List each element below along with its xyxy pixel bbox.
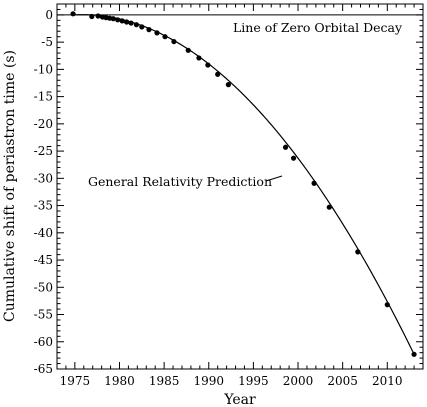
x-tick-label: 1985 [149, 374, 180, 388]
data-point [128, 20, 134, 26]
data-point [154, 30, 160, 36]
y-tick-label: -20 [34, 117, 53, 131]
data-point [205, 62, 211, 68]
data-point [133, 22, 140, 28]
y-tick-label: -65 [34, 362, 53, 376]
y-tick-label: -50 [34, 280, 53, 294]
y-tick-label: -30 [34, 171, 53, 185]
x-tick-label: 1995 [238, 374, 269, 388]
data-point [162, 34, 168, 40]
data-point [326, 204, 332, 210]
x-tick-label: 1990 [193, 374, 224, 388]
data-point [282, 144, 289, 150]
data-point [115, 17, 121, 23]
data-point [70, 11, 76, 17]
data-point [89, 13, 95, 20]
x-axis-title: Year [223, 392, 256, 407]
data-point [411, 351, 417, 357]
data-point [196, 55, 202, 61]
gr-prediction-label: General Relativity Prediction [88, 174, 272, 189]
data-point [311, 180, 317, 186]
data-points [70, 11, 417, 357]
data-point [124, 19, 130, 25]
data-point [290, 155, 297, 161]
y-tick-label: -60 [34, 335, 53, 349]
gr-label-leader [265, 175, 283, 182]
y-tick-label: -35 [34, 199, 53, 213]
zero-line-label: Line of Zero Orbital Decay [233, 20, 403, 35]
x-tick-label: 2005 [327, 374, 358, 388]
data-point [185, 47, 191, 53]
y-tick-label: -25 [34, 144, 53, 158]
y-tick-label: -40 [34, 226, 53, 240]
x-tick-label: 1975 [60, 374, 91, 388]
x-tick-label: 2010 [372, 374, 403, 388]
data-point [95, 13, 101, 19]
data-point [225, 82, 231, 88]
data-point [355, 249, 361, 255]
plot-frame [56, 3, 424, 370]
data-point [384, 302, 390, 308]
data-point [171, 38, 177, 45]
y-tick-label: -55 [34, 308, 53, 322]
y-tick-label: -5 [41, 35, 53, 49]
axes: 1975 1980 1985 1990 1995 2000 2005 2010 0 -5 -10 -1… [34, 3, 424, 388]
data-point [215, 71, 221, 77]
data-point [146, 27, 152, 33]
data-point [110, 16, 116, 22]
y-axis-title: Cumulative shift of periastron time (s) [2, 50, 18, 322]
y-tick-label: 0 [45, 8, 53, 22]
y-tick-label: -45 [34, 253, 53, 267]
data-point [139, 24, 145, 30]
y-tick-label: -10 [34, 62, 53, 76]
y-tick-label: -15 [34, 90, 53, 104]
x-tick-label: 2000 [283, 374, 314, 388]
data-point [119, 18, 125, 24]
x-tick-label: 1980 [104, 374, 135, 388]
